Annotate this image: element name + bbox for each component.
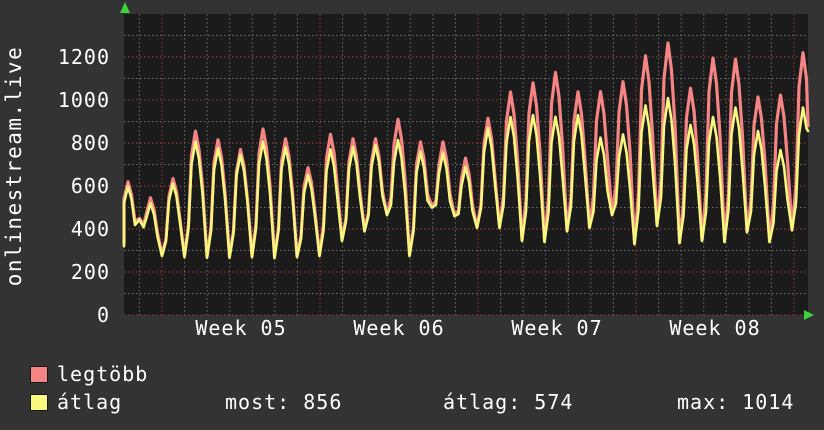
x-tick-label: Week 06 (353, 316, 445, 340)
y-axis-arrow-icon (120, 2, 130, 13)
y-tick-label: 600 (70, 174, 110, 198)
legend-swatch-legtobb (30, 366, 48, 383)
legend-swatch-atlag (30, 394, 48, 411)
y-tick-label: 1200 (57, 45, 110, 69)
y-axis-title: onlinestream.live (2, 45, 26, 287)
y-tick-label: 1000 (57, 88, 110, 112)
stat-most: most: 856 (225, 390, 343, 414)
x-tick-label: Week 08 (669, 316, 761, 340)
series-atlag-line (122, 96, 810, 260)
stat-atlag: átlag: 574 (443, 390, 574, 414)
x-tick-label: Week 05 (195, 316, 287, 340)
y-tick-label: 0 (96, 303, 110, 327)
legend-label-atlag: átlag (57, 390, 123, 414)
y-tick-label: 400 (70, 217, 110, 241)
x-tick-label: Week 07 (511, 316, 603, 340)
y-tick-label: 200 (70, 260, 110, 284)
x-axis-arrow-icon (804, 310, 814, 320)
stat-max: max: 1014 (677, 390, 795, 414)
y-tick-label: 800 (70, 131, 110, 155)
legend-label-legtobb: legtöbb (57, 362, 149, 386)
